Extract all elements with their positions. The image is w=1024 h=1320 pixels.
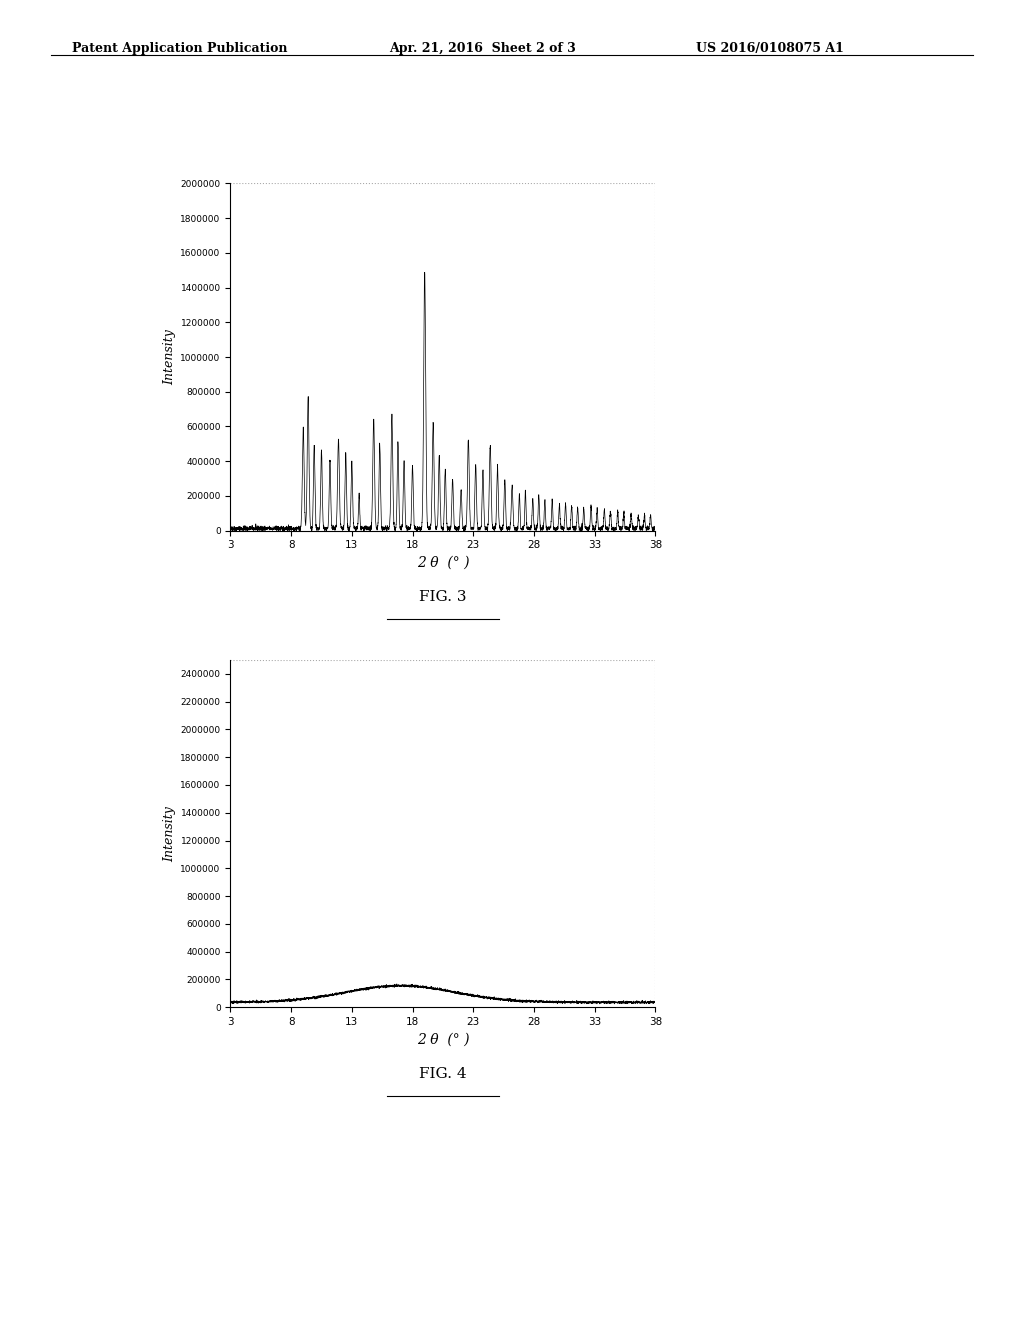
Y-axis label: Intensity: Intensity: [163, 805, 176, 862]
Text: FIG. 3: FIG. 3: [419, 590, 467, 605]
Y-axis label: Intensity: Intensity: [163, 329, 176, 385]
X-axis label: 2 θ  (° ): 2 θ (° ): [417, 1032, 469, 1047]
Text: Apr. 21, 2016  Sheet 2 of 3: Apr. 21, 2016 Sheet 2 of 3: [389, 42, 575, 55]
X-axis label: 2 θ  (° ): 2 θ (° ): [417, 556, 469, 570]
Text: FIG. 4: FIG. 4: [419, 1067, 467, 1081]
Text: US 2016/0108075 A1: US 2016/0108075 A1: [696, 42, 844, 55]
Text: Patent Application Publication: Patent Application Publication: [72, 42, 287, 55]
